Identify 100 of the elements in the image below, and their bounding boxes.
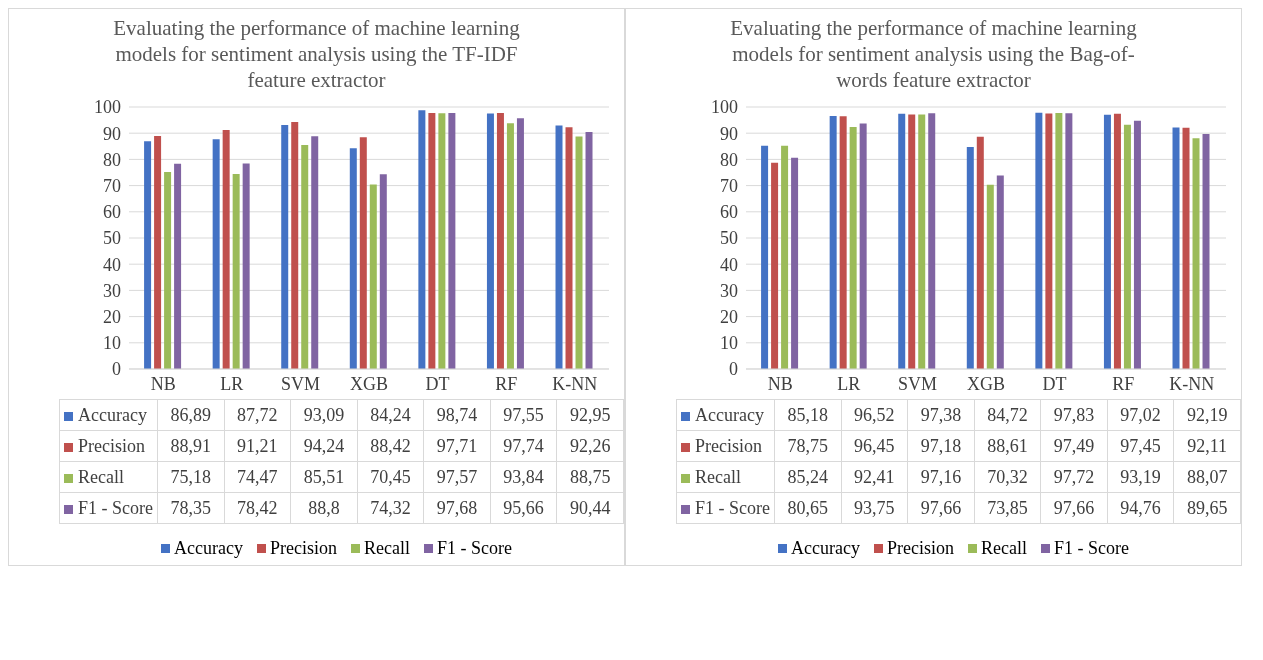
- y-tick-label: 90: [103, 123, 121, 144]
- bar: [585, 132, 593, 369]
- data-label: 97,55: [490, 399, 557, 431]
- data-label: 86,89: [157, 399, 225, 431]
- y-tick-label: 0: [729, 359, 738, 380]
- bar: [771, 162, 779, 369]
- bar: [976, 136, 984, 369]
- bar: [1113, 113, 1121, 369]
- bar: [506, 123, 514, 369]
- bar: [164, 172, 172, 369]
- legend-label: Precision: [676, 430, 775, 462]
- y-tick-label: 60: [103, 202, 121, 223]
- data-label: 70,32: [974, 461, 1041, 493]
- bar: [281, 125, 289, 369]
- bar: [555, 125, 563, 369]
- y-tick-label: 80: [720, 149, 738, 170]
- data-label: 85,51: [290, 461, 358, 493]
- data-label: 87,72: [224, 399, 291, 431]
- x-tick-label: K-NN: [1169, 373, 1215, 394]
- bar: [791, 157, 799, 369]
- y-tick-label: 70: [103, 175, 121, 196]
- y-tick-label: 100: [711, 97, 738, 118]
- data-label: 73,85: [974, 492, 1041, 524]
- chart-title: Evaluating the performance of machine learning models for sentiment analysis using the Bag-of-words feature extractor: [729, 15, 1138, 93]
- bar: [496, 112, 504, 369]
- y-tick-label: 50: [720, 228, 738, 249]
- bar: [174, 163, 182, 369]
- data-label: 92,19: [1173, 399, 1241, 431]
- data-label: 92,11: [1173, 430, 1241, 462]
- bar: [448, 113, 456, 369]
- x-tick-label: XGB: [966, 373, 1006, 394]
- bar: [212, 139, 220, 369]
- x-tick-label: SVM: [280, 373, 320, 394]
- data-label: 97,74: [490, 430, 557, 462]
- data-label: 95,66: [490, 492, 557, 524]
- data-label: 96,45: [841, 430, 908, 462]
- legend-label: F1 - Score: [676, 492, 775, 524]
- y-tick-label: 50: [103, 228, 121, 249]
- y-tick-label: 10: [103, 333, 121, 354]
- data-label: 70,45: [357, 461, 424, 493]
- bar: [1055, 112, 1063, 369]
- bar: [242, 163, 250, 369]
- data-label: 97,49: [1040, 430, 1108, 462]
- data-label: 98,74: [423, 399, 491, 431]
- legend-label: Accuracy: [676, 399, 775, 431]
- data-label: 92,95: [556, 399, 624, 431]
- data-label: 97,02: [1107, 399, 1174, 431]
- bar: [369, 184, 377, 369]
- legend-label: Recall: [676, 461, 775, 493]
- bar: [908, 114, 916, 369]
- data-label: 97,45: [1107, 430, 1174, 462]
- y-tick-label: 40: [720, 254, 738, 275]
- data-label: 84,72: [974, 399, 1041, 431]
- bar: [144, 141, 152, 369]
- data-label: 78,35: [157, 492, 225, 524]
- data-label: 90,44: [556, 492, 624, 524]
- y-tick-label: 30: [103, 280, 121, 301]
- data-label: 97,83: [1040, 399, 1108, 431]
- data-label: 91,21: [224, 430, 291, 462]
- y-tick-label: 80: [103, 149, 121, 170]
- bar: [516, 118, 524, 369]
- bar: [986, 184, 994, 369]
- data-label: 88,75: [556, 461, 624, 493]
- bar: [849, 126, 857, 369]
- x-tick-label: DT: [1042, 373, 1067, 394]
- bar: [1103, 114, 1111, 369]
- x-tick-label: NB: [150, 373, 176, 394]
- bar: [575, 136, 583, 369]
- bar: [996, 175, 1004, 369]
- y-tick-label: 60: [720, 202, 738, 223]
- bar: [154, 136, 162, 369]
- data-label: 88,61: [974, 430, 1041, 462]
- legend-label: Precision: [59, 430, 158, 462]
- data-label: 93,84: [490, 461, 557, 493]
- x-tick-label: DT: [425, 373, 450, 394]
- legend-label: Accuracy: [59, 399, 158, 431]
- y-tick-label: 100: [94, 97, 121, 118]
- data-label: 88,07: [1173, 461, 1241, 493]
- bar: [379, 174, 387, 369]
- data-label: 92,26: [556, 430, 624, 462]
- data-label: 88,91: [157, 430, 225, 462]
- bar: [928, 113, 936, 369]
- bar: [1045, 113, 1053, 369]
- bar: [859, 123, 867, 369]
- data-label: 94,76: [1107, 492, 1174, 524]
- x-tick-label: LR: [837, 373, 861, 394]
- data-label: 97,71: [423, 430, 491, 462]
- x-tick-label: SVM: [897, 373, 937, 394]
- bar: [291, 122, 299, 369]
- y-tick-label: 20: [720, 306, 738, 327]
- data-label: 75,18: [157, 461, 225, 493]
- data-label: 97,16: [907, 461, 975, 493]
- data-label: 97,66: [907, 492, 975, 524]
- bar: [428, 113, 436, 369]
- data-label: 78,75: [774, 430, 842, 462]
- bar: [1182, 127, 1190, 369]
- x-tick-label: K-NN: [552, 373, 598, 394]
- legend-label: F1 - Score: [59, 492, 158, 524]
- x-tick-label: XGB: [349, 373, 389, 394]
- text: F1 - Score: [436, 538, 512, 558]
